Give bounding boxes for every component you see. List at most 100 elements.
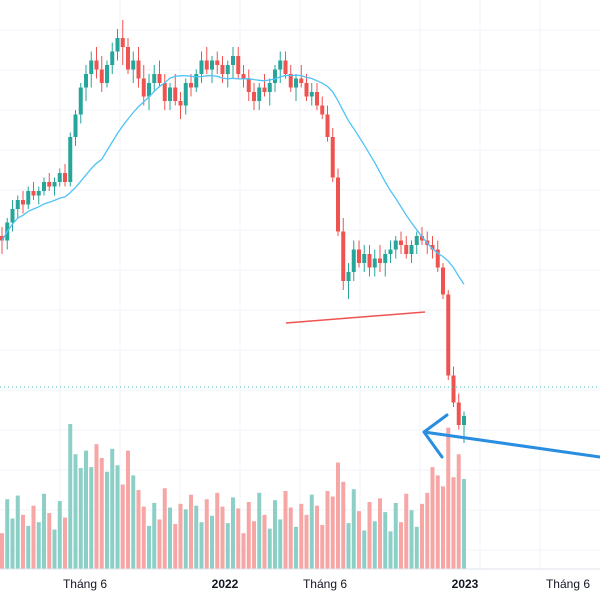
volume-bar [73,454,78,569]
candles [0,20,466,443]
volume-bar [462,479,466,569]
candle-body [325,114,330,137]
x-tick-label: Tháng 6 [63,577,107,591]
volume-bar [409,510,414,569]
candle-body [278,60,283,70]
candle-body [231,56,235,65]
candle-body [362,254,367,263]
volume-bar [283,490,288,569]
volume-bar [141,506,146,569]
candle-body [136,60,141,79]
candle-body [309,92,314,97]
volume-bar [131,475,136,569]
candle-body [94,60,99,70]
volume-bar [383,512,388,569]
arrow-annotation [422,413,600,459]
candle-body [262,87,267,92]
volume-bar [147,525,151,569]
x-tick-label: 2023 [452,577,479,591]
candle-body [304,83,309,97]
volume-bar [21,514,25,569]
candle-body [99,69,104,83]
volume-bar [89,467,94,569]
candle-body [441,267,445,295]
volume-bar [110,448,115,569]
volume-bar [236,508,241,569]
candle-body [330,137,335,178]
candle-body [78,87,83,115]
volume-bar [393,502,398,569]
volume-bar [294,526,298,569]
volume-bar [157,519,162,569]
candle-body [372,258,377,268]
candle-body [204,60,209,70]
candle-body [131,60,136,70]
volume-bar [456,454,461,569]
candle-body [141,78,146,97]
volume-bar [126,450,130,569]
volume-bar [346,523,351,569]
volume-bar [372,521,377,569]
volume-bar [362,530,367,569]
volume-bar [451,477,456,569]
volume-bar [162,488,167,569]
volume-bar [273,500,277,569]
candle-body [351,249,356,272]
volume-bar [430,467,435,569]
volume-bar [288,507,293,569]
candle-body [420,236,424,241]
volume-bar [189,494,193,569]
volume-bar [330,496,335,569]
candle-body [294,78,298,88]
candle-body [89,60,94,74]
candle-body [409,245,414,254]
volume-bar [441,486,445,569]
volume-bar [304,514,309,569]
candle-body [31,191,36,196]
volume-bar [210,515,214,569]
candle-body [299,78,304,83]
candle-body [393,240,398,250]
volume-bar [299,503,304,569]
volume-bar [404,493,409,569]
volume-bar [351,489,356,569]
candle-body [189,83,193,88]
candle-body [414,236,419,245]
volume-bar [225,523,230,569]
volume-bar [15,495,20,569]
volume-bar [252,521,256,569]
candle-body [84,74,88,88]
candle-body [241,74,246,79]
support-trendline [285,311,426,324]
volume-bar [57,501,62,569]
candle-body [0,236,4,241]
volume-bar [194,505,199,569]
volume-bar [31,505,36,569]
volume-bar [36,522,41,569]
candle-body [215,60,220,65]
volume-bar [367,502,372,569]
candle-body [236,56,241,74]
volume-bar [231,497,235,569]
x-tick-label: Tháng 6 [546,577,590,591]
volume-bar [178,503,183,569]
volume-bar [257,492,262,569]
candle-body [152,74,157,83]
volume-bar [220,506,225,569]
candle-body [57,173,62,182]
volume-bar [215,492,220,569]
volume-bar [120,484,125,569]
volume-bar [168,507,172,569]
candle-body [162,83,167,101]
volume-bars [0,424,466,569]
volume-bar [94,444,99,569]
candle-body [120,38,125,47]
candle-body [451,375,456,403]
arrow-head [422,413,449,459]
volume-bar [414,526,419,569]
candle-body [341,231,346,281]
volume-bar [267,528,272,569]
volume-bar [309,494,314,569]
candle-body [225,65,230,74]
